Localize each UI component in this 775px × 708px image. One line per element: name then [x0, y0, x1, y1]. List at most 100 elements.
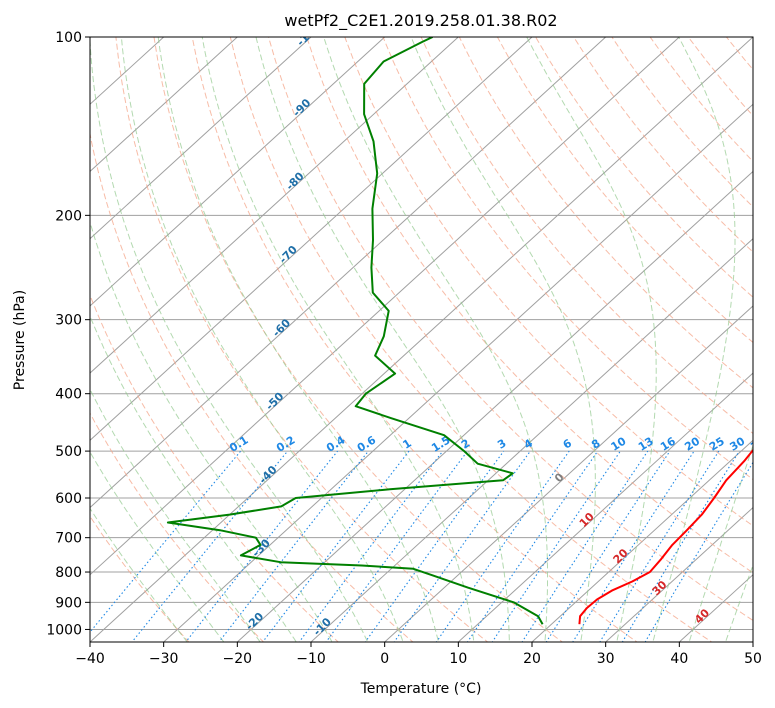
dry-adiabat-line [267, 37, 753, 622]
moist-adiabat-line [90, 388, 261, 642]
y-tick-label: 700 [55, 531, 82, 547]
mixing-ratio-line [466, 450, 599, 642]
mixing-ratio-line [599, 450, 720, 642]
isotherm-line [531, 439, 753, 642]
isotherm-line [90, 37, 753, 642]
dry-adiabat-line [153, 37, 564, 642]
y-tick-label: 300 [55, 313, 82, 329]
isotherm-line [752, 641, 753, 642]
moist-adiabat-line [410, 37, 596, 642]
y-tick-label: 200 [55, 208, 82, 224]
mixing-ratio-label: 6 [561, 436, 575, 451]
dry-adiabat-line [306, 37, 753, 574]
isotherm-line [90, 37, 680, 576]
dry-adiabat-line [344, 37, 753, 527]
x-tick-label: −10 [296, 651, 326, 667]
x-axis-label: Temperature (°C) [360, 681, 482, 697]
mixing-ratio-line [393, 450, 531, 642]
y-tick-label: 400 [55, 387, 82, 403]
mixing-ratio-line [621, 450, 740, 642]
dry-adiabat-label: -50 [263, 390, 286, 413]
x-tick-label: −20 [223, 651, 253, 667]
moist-adiabat-line [120, 37, 404, 642]
mixing-ratio-labels: 0.1 0.2 0.4 0.6 1 1.5 2 3 4 6 8 10 13 16 20 25 30 36-100-… [227, 20, 753, 639]
x-tick-label: 0 [380, 651, 389, 667]
isotherm-line [236, 170, 753, 642]
dry-adiabat-label: 20 [611, 546, 631, 566]
y-tick-label: 800 [55, 565, 82, 581]
mixing-ratio-line [545, 450, 671, 642]
dry-adiabat-label: -100 [294, 20, 323, 49]
profiles [166, 37, 753, 625]
mixing-ratio-label: 0.2 [274, 433, 297, 454]
dry-adiabat-label: -90 [290, 96, 313, 119]
background-lines [90, 10, 775, 649]
mixing-ratio-line [131, 450, 289, 642]
mixing-ratio-label: 8 [589, 437, 602, 452]
x-tick-label: −30 [149, 651, 179, 667]
chart-title: wetPf2_C2E1.2019.258.01.38.R02 [284, 11, 557, 31]
mixing-ratio-label: 1.5 [429, 433, 452, 454]
dry-adiabat-label: 30 [650, 578, 670, 598]
mixing-ratio-line [298, 450, 444, 642]
mixing-ratio-line [262, 450, 410, 642]
moist-adiabat-line [90, 507, 188, 642]
dry-adiabat-line [458, 37, 753, 389]
mixing-ratio-line [644, 461, 753, 642]
dry-adiabat-line [229, 37, 713, 642]
plot-frame [89, 36, 754, 643]
moist-adiabat-line [688, 443, 753, 642]
dry-adiabat-line [743, 10, 775, 649]
y-axis-label: Pressure (hPa) [12, 290, 28, 390]
isotherm-line [384, 305, 753, 642]
x-tick-label: 50 [744, 651, 762, 667]
x-tick-label: 20 [523, 651, 541, 667]
axis-ticks: −40 −30 −20 −10 0 10 20 30 40 5010020030040050060… [46, 30, 762, 667]
moist-adiabat-line [255, 37, 510, 642]
mixing-ratio-line [218, 450, 369, 642]
isotherm-line [90, 37, 312, 240]
dry-adiabat-line [90, 515, 190, 642]
dry-adiabat-label: 10 [577, 510, 597, 530]
mixing-ratio-line [364, 450, 505, 642]
dry-adiabat-line [420, 37, 753, 435]
mixing-ratio-line [435, 450, 570, 642]
isotherm-line [90, 37, 607, 509]
dewpoint-profile [166, 37, 544, 625]
dry-adiabat-line [115, 37, 489, 642]
dry-adiabat-line [535, 37, 753, 298]
mixing-ratio-line [521, 450, 649, 642]
moist-adiabat-line [90, 37, 369, 642]
x-tick-label: 30 [597, 651, 615, 667]
dry-adiabat-label: -40 [256, 463, 279, 486]
moist-adiabat-line [90, 220, 333, 642]
isotherm-line [457, 372, 753, 642]
dry-adiabat-line [725, 37, 753, 71]
y-tick-label: 600 [55, 491, 82, 507]
moist-adiabat-line [725, 563, 753, 642]
isotherm-line [90, 37, 459, 374]
mixing-ratio-line [572, 450, 695, 642]
y-tick-label: 500 [55, 444, 82, 460]
y-tick-label: 1000 [46, 622, 82, 638]
mixing-ratio-line [491, 450, 621, 642]
isotherm-line [90, 37, 386, 307]
moist-adiabat-line [90, 314, 297, 642]
dry-adiabat-line [90, 131, 414, 642]
mixing-ratio-label: 3 [495, 437, 508, 452]
moist-adiabat-line [652, 37, 736, 642]
isotherm-line [90, 37, 238, 173]
temperature-profile [578, 448, 753, 625]
y-tick-label: 900 [55, 595, 82, 611]
mixing-ratio-line [90, 450, 242, 633]
dry-adiabat-line [90, 412, 265, 642]
isotherm-line [163, 103, 753, 642]
dry-adiabat-label: -70 [277, 243, 300, 266]
moist-adiabat-line [201, 37, 475, 642]
isotherm-line [605, 506, 753, 642]
x-tick-label: 40 [670, 651, 688, 667]
moist-adiabat-line [526, 37, 657, 642]
moist-adiabat-line [323, 37, 548, 642]
